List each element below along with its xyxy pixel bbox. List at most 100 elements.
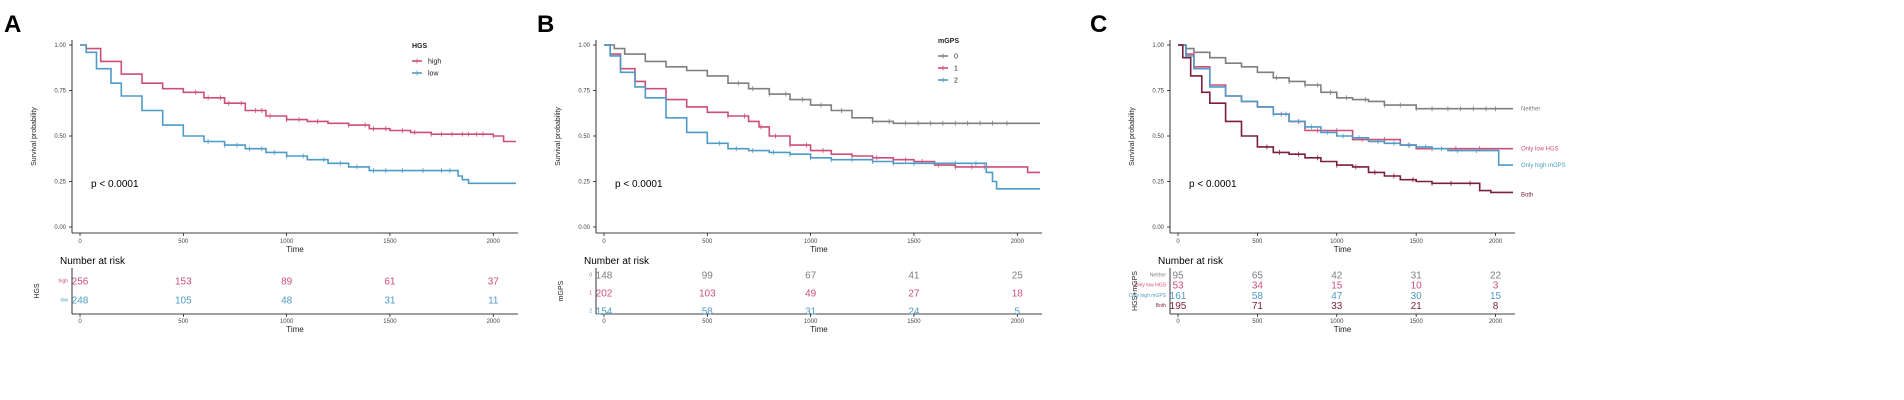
risk-count: 48 xyxy=(281,296,293,307)
panel-label: B xyxy=(537,11,554,38)
legend-label: high xyxy=(428,59,441,66)
panel-a: A 0.00 0.25 0.50 0.75 1.00 Survival probabilit… xyxy=(4,11,518,334)
y-tick-label: 0.00 xyxy=(1152,225,1164,231)
km-curve-only-high-mgps xyxy=(1178,44,1513,166)
y-tick-label: 0.25 xyxy=(1152,180,1164,186)
legend-label: 1 xyxy=(954,66,958,73)
line-end-label: Only low HGS xyxy=(1521,147,1559,153)
risk-x-tick-label: 2000 xyxy=(1011,319,1025,325)
risk-y-label: HGS+mGPS xyxy=(1132,271,1139,311)
risk-count: 11 xyxy=(488,296,499,307)
x-axis-label: Time xyxy=(1334,245,1352,254)
risk-table-title: Number at risk xyxy=(584,256,650,267)
x-tick-label: 1000 xyxy=(804,239,818,245)
risk-count: 5 xyxy=(1014,307,1020,318)
risk-count: 53 xyxy=(1172,281,1184,292)
risk-x-tick-label: 1500 xyxy=(907,319,921,325)
risk-row-label: 2 xyxy=(589,309,592,315)
risk-row-label: Only high mGPS xyxy=(1129,293,1167,299)
legend-label: 2 xyxy=(954,78,958,85)
km-curve-high xyxy=(80,44,516,143)
risk-count: 161 xyxy=(1170,291,1187,302)
risk-count: 71 xyxy=(1252,301,1264,312)
km-curve-neither xyxy=(1178,44,1513,110)
x-tick-label: 2000 xyxy=(1011,239,1025,245)
line-end-label: Neither xyxy=(1521,107,1540,113)
risk-count: 67 xyxy=(805,271,817,282)
risk-count: 25 xyxy=(1012,271,1024,282)
risk-count: 105 xyxy=(175,296,192,307)
risk-x-tick-label: 1000 xyxy=(804,319,818,325)
y-tick-label: 0.00 xyxy=(54,225,66,231)
x-tick-label: 500 xyxy=(1252,239,1263,245)
risk-row-label: 1 xyxy=(589,291,592,297)
risk-count: 21 xyxy=(1411,301,1423,312)
risk-count: 47 xyxy=(1331,291,1343,302)
y-tick-label: 0.25 xyxy=(54,180,66,186)
risk-x-axis-label: Time xyxy=(810,325,828,334)
y-axis-label: Survival probability xyxy=(31,107,38,166)
km-curve-only-low-hgs xyxy=(1178,44,1513,150)
km-curve-low xyxy=(80,44,516,185)
risk-x-tick-label: 1000 xyxy=(1330,319,1344,325)
risk-x-tick-label: 1500 xyxy=(383,319,397,325)
risk-count: 65 xyxy=(1252,271,1264,282)
panel-b: B 0.00 0.25 0.50 0.75 1.00 Survival probabilit… xyxy=(537,11,1042,334)
x-tick-label: 0 xyxy=(78,239,82,245)
risk-y-label: mGPS xyxy=(558,280,565,301)
risk-x-tick-label: 1000 xyxy=(280,319,294,325)
risk-x-tick-label: 0 xyxy=(78,319,82,325)
y-axis-label: Survival probability xyxy=(1129,107,1136,166)
risk-count: 42 xyxy=(1331,271,1343,282)
y-tick-label: 0.75 xyxy=(578,89,590,95)
y-tick-label: 0.75 xyxy=(54,89,66,95)
risk-count: 15 xyxy=(1331,281,1343,292)
risk-count: 18 xyxy=(1012,289,1024,300)
risk-count: 31 xyxy=(805,307,817,318)
x-tick-label: 1500 xyxy=(907,239,921,245)
risk-count: 99 xyxy=(702,271,714,282)
panel-label: A xyxy=(4,11,21,38)
risk-count: 58 xyxy=(1252,291,1264,302)
x-tick-label: 1000 xyxy=(1330,239,1344,245)
risk-x-axis-label: Time xyxy=(1334,325,1352,334)
risk-count: 27 xyxy=(908,289,920,300)
risk-count: 24 xyxy=(908,307,920,318)
risk-count: 49 xyxy=(805,289,817,300)
y-tick-label: 0.50 xyxy=(54,134,66,140)
risk-table-title: Number at risk xyxy=(1158,256,1224,267)
risk-count: 61 xyxy=(384,277,396,288)
risk-table-title: Number at risk xyxy=(60,256,126,267)
y-tick-label: 0.00 xyxy=(578,225,590,231)
y-tick-label: 1.00 xyxy=(1152,43,1164,49)
risk-count: 248 xyxy=(72,296,89,307)
risk-count: 33 xyxy=(1331,301,1343,312)
y-tick-label: 0.25 xyxy=(578,180,590,186)
risk-count: 256 xyxy=(72,277,89,288)
legend-label: low xyxy=(428,71,439,78)
y-axis-label: Survival probability xyxy=(555,107,562,166)
x-tick-label: 1500 xyxy=(383,239,397,245)
risk-x-tick-label: 500 xyxy=(178,319,189,325)
y-tick-label: 0.50 xyxy=(578,134,590,140)
risk-count: 103 xyxy=(699,289,716,300)
risk-count: 41 xyxy=(908,271,920,282)
risk-count: 37 xyxy=(488,277,500,288)
y-tick-label: 0.50 xyxy=(1152,134,1164,140)
risk-count: 148 xyxy=(596,271,613,282)
risk-count: 202 xyxy=(596,289,613,300)
risk-count: 95 xyxy=(1172,271,1184,282)
p-value-label: p < 0.0001 xyxy=(91,179,139,190)
x-tick-label: 0 xyxy=(602,239,606,245)
legend-title: HGS xyxy=(412,43,428,50)
risk-row-label: high xyxy=(59,279,69,285)
y-tick-label: 0.75 xyxy=(1152,89,1164,95)
risk-x-tick-label: 2000 xyxy=(1489,319,1503,325)
risk-count: 58 xyxy=(702,307,714,318)
risk-count: 3 xyxy=(1493,281,1499,292)
panel-label: C xyxy=(1090,11,1107,38)
risk-count: 30 xyxy=(1411,291,1423,302)
risk-x-tick-label: 500 xyxy=(1252,319,1263,325)
risk-count: 22 xyxy=(1490,271,1502,282)
